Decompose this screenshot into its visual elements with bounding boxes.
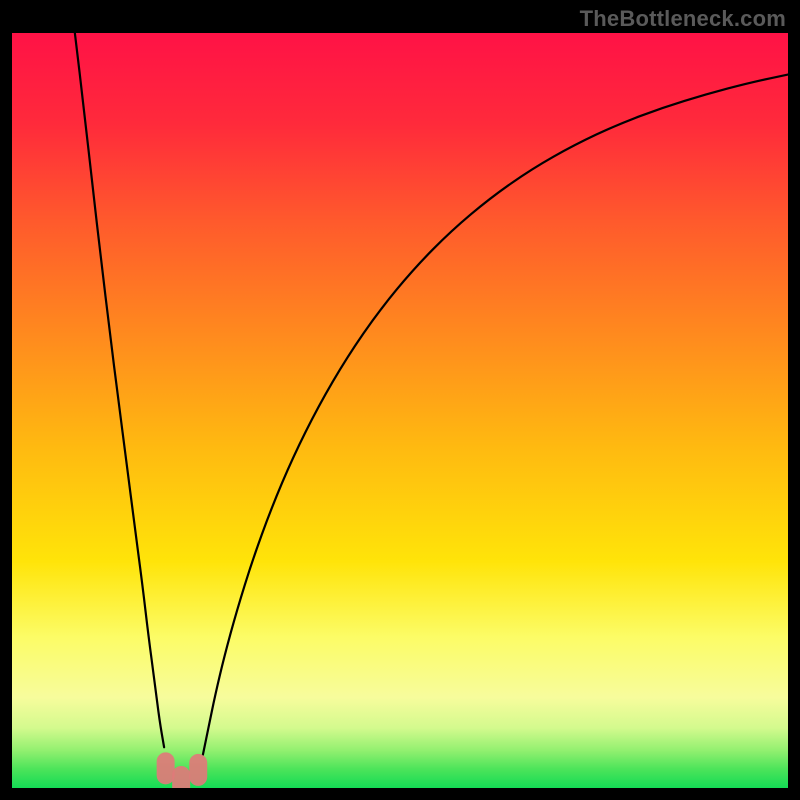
plot-area bbox=[12, 33, 788, 798]
optimum-marker bbox=[189, 754, 207, 786]
gradient-background bbox=[12, 33, 788, 788]
bottleneck-curve-chart bbox=[0, 0, 800, 800]
chart-container: TheBottleneck.com bbox=[0, 0, 800, 800]
watermark-text: TheBottleneck.com bbox=[580, 6, 786, 32]
optimum-marker bbox=[157, 752, 175, 784]
